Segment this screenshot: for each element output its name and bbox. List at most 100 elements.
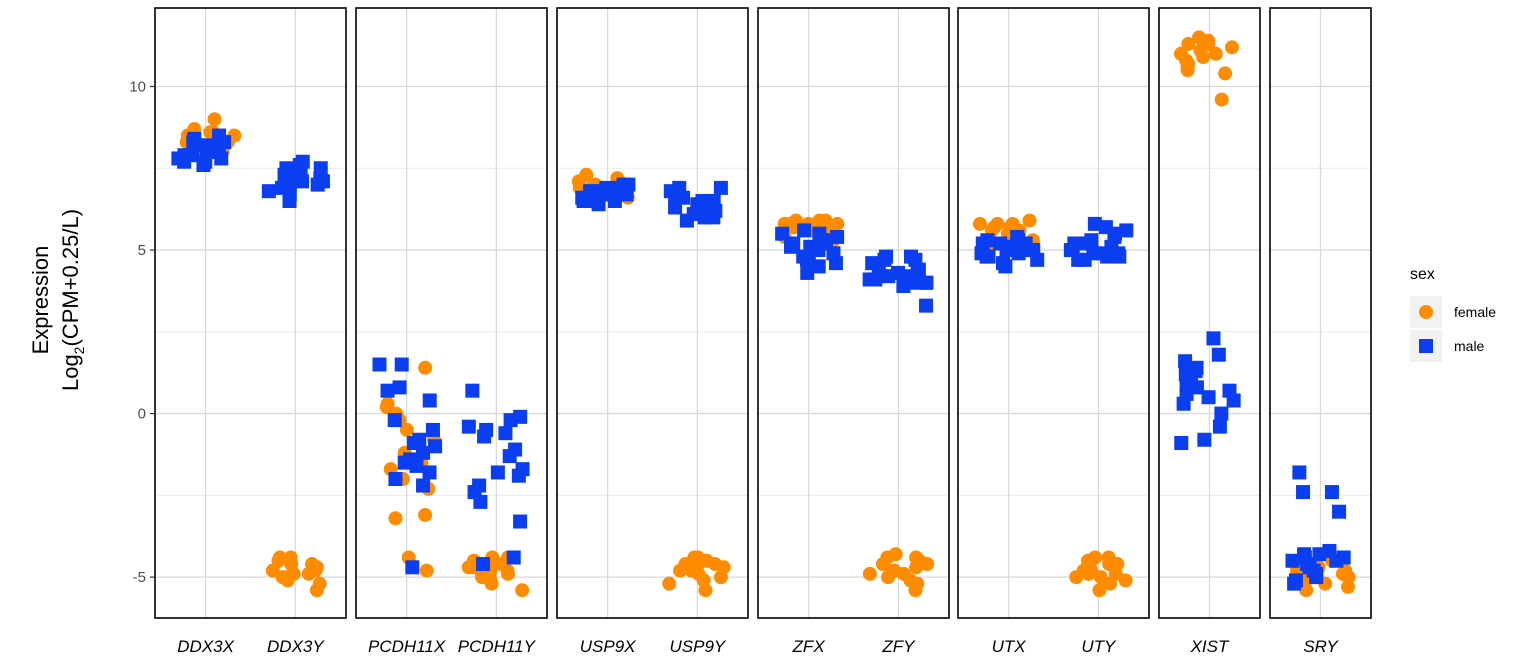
point-pcdh11y-male-4: [498, 426, 513, 441]
panel-6: XIST: [1158, 7, 1261, 656]
point-usp9y-female-14: [708, 557, 723, 572]
y-tick-label-5: 5: [138, 242, 146, 259]
point-pcdh11x-male-13: [388, 471, 403, 486]
point-pcdh11x-male-4: [422, 393, 437, 408]
panel-4: ZFX ZFY: [757, 7, 950, 656]
point-ddx3y-male-9: [295, 174, 310, 189]
panel-7: SRY: [1269, 7, 1372, 656]
point-zfy-male-7: [881, 269, 896, 284]
point-uty-female-10: [1118, 573, 1133, 588]
point-pcdh11y-male-15: [506, 550, 521, 565]
panel-border: [355, 7, 548, 619]
point-pcdh11x-male-17: [403, 452, 418, 467]
panel-border: [1269, 7, 1372, 619]
point-zfx-male-0: [797, 223, 812, 238]
point-uty-female-7: [1081, 566, 1096, 581]
point-uty-female-12: [1092, 583, 1107, 598]
panel-1: DDX3X DDX3Y: [154, 7, 347, 656]
point-zfy-female-9: [881, 570, 896, 585]
point-pcdh11y-male-16: [476, 557, 491, 572]
point-xist-male-16: [1197, 432, 1212, 447]
panel-border: [154, 7, 347, 619]
x-tick-label-usp9y: USP9Y: [670, 637, 727, 656]
point-usp9y-female-10: [662, 576, 677, 591]
panel-3: USP9X USP9Y: [556, 7, 749, 656]
point-zfx-male-1: [775, 226, 790, 241]
point-ddx3y-female-14: [284, 557, 299, 572]
point-usp9y-female-8: [713, 570, 728, 585]
point-ddx3y-male-17: [315, 174, 330, 189]
point-usp9y-female-6: [673, 563, 688, 578]
point-sry-male-17: [1336, 550, 1351, 565]
point-zfy-male-9: [868, 272, 883, 287]
point-ddx3x-male-17: [210, 144, 225, 159]
point-pcdh11x-male-8: [428, 439, 443, 454]
point-pcdh11x-male-16: [406, 436, 421, 451]
point-pcdh11x-male-14: [416, 478, 431, 493]
y-axis-label: Expression Log2(CPM+0.25/L): [28, 209, 87, 391]
point-uty-female-14: [1108, 566, 1123, 581]
x-tick-label-ddx3x: DDX3X: [177, 637, 234, 656]
point-pcdh11y-male-10: [511, 468, 526, 483]
x-tick-label-pcdh11y: PCDH11Y: [458, 637, 537, 656]
x-tick-label-ddx3y: DDX3Y: [267, 637, 325, 656]
panel-5: UTX UTY: [957, 7, 1150, 656]
y-tick-label-0: 0: [138, 406, 146, 423]
x-tick-label-zfx: ZFX: [792, 637, 826, 656]
point-pcdh11y-male-0: [465, 383, 480, 398]
point-usp9y-male-17: [706, 210, 721, 225]
point-xist-male-14: [1214, 406, 1229, 421]
panel-background: [557, 8, 748, 618]
point-sry-male-0: [1292, 465, 1307, 480]
point-utx-male-12: [981, 249, 996, 264]
y-axis-label-log: Log: [58, 354, 83, 391]
point-sry-male-16: [1287, 576, 1302, 591]
point-utx-male-15: [998, 259, 1013, 274]
point-zfx-male-11: [828, 256, 843, 271]
point-zfy-female-13: [920, 557, 935, 572]
point-usp9y-male-16: [693, 203, 708, 218]
point-sry-male-1: [1296, 485, 1311, 500]
data-points: [171, 30, 1356, 598]
y-axis-label-line2: Log2(CPM+0.25/L): [58, 209, 87, 391]
point-zfx-male-13: [800, 265, 815, 280]
point-pcdh11x-male-15: [405, 560, 420, 575]
point-zfx-male-6: [784, 239, 799, 254]
y-axis-label-unit: (CPM+0.25/L): [58, 209, 83, 347]
panel-border: [556, 7, 749, 619]
point-pcdh11y-male-2: [503, 413, 518, 428]
point-zfy-female-5: [909, 560, 924, 575]
point-ddx3y-male-15: [282, 193, 297, 208]
point-pcdh11x-female-5: [399, 422, 414, 437]
point-zfy-female-14: [896, 566, 911, 581]
point-pcdh11y-female-10: [484, 576, 499, 591]
point-ddx3x-male-13: [177, 154, 192, 169]
panel-background: [155, 8, 346, 618]
point-xist-male-11: [1201, 390, 1216, 405]
point-uty-female-8: [1069, 570, 1084, 585]
point-xist-male-1: [1211, 347, 1226, 362]
point-ddx3y-male-16: [313, 161, 328, 176]
point-pcdh11x-female-15: [419, 563, 434, 578]
point-utx-female-0: [1022, 213, 1037, 228]
point-usp9x-male-17: [607, 193, 622, 208]
point-pcdh11x-male-6: [425, 422, 440, 437]
point-xist-female-3: [1181, 36, 1196, 51]
legend-key-female: [1410, 296, 1442, 328]
point-sry-female-13: [1340, 579, 1355, 594]
point-xist-male-12: [1226, 393, 1241, 408]
point-sry-male-3: [1332, 504, 1347, 519]
point-ddx3y-female-12: [309, 583, 324, 598]
point-pcdh11y-male-13: [473, 494, 488, 509]
point-pcdh11x-male-2: [392, 380, 407, 395]
point-zfy-male-17: [919, 275, 934, 290]
y-tick-label--5: -5: [133, 569, 146, 586]
x-tick-label-pcdh11x: PCDH11X: [368, 637, 446, 656]
y-axis: -5 0 5 10: [129, 78, 155, 586]
panels: DDX3X DDX3Y PCDH11X PCDH11Y USP9X USP9Y ZFX ZFY…: [154, 7, 1372, 656]
point-utx-female-2: [972, 216, 987, 231]
point-xist-male-13: [1176, 396, 1191, 411]
point-uty-male-16: [1067, 236, 1082, 251]
y-axis-label-line1: Expression: [28, 246, 53, 355]
